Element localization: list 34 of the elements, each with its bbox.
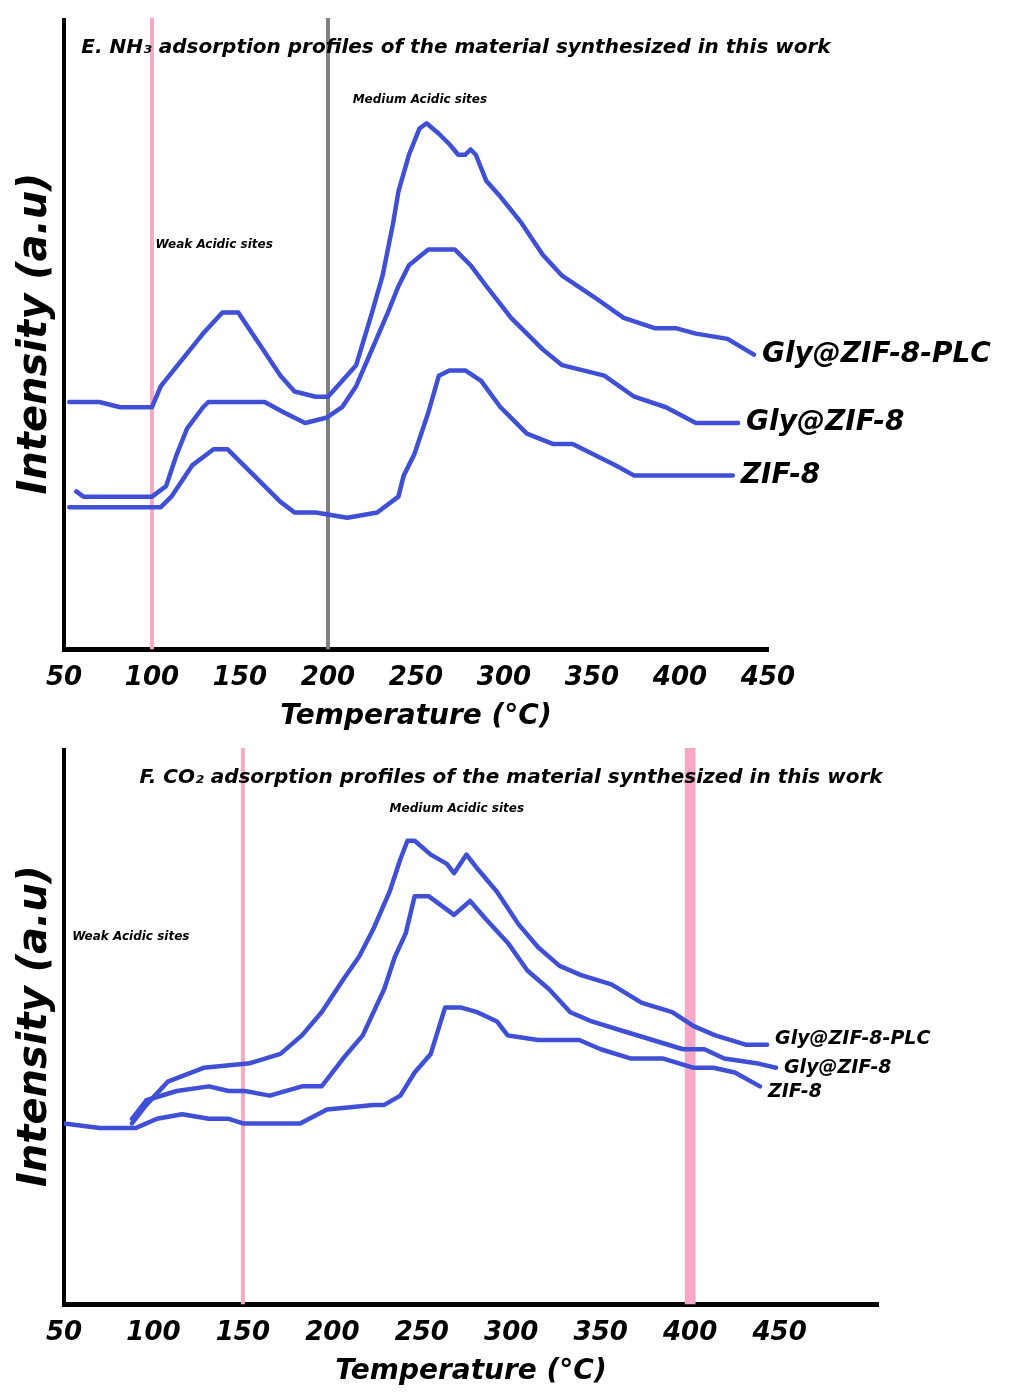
annotation: Weak Acidic sites: [72, 929, 190, 944]
x-tick-label: 50: [45, 1315, 83, 1346]
x-tick-label: 400: [662, 1315, 718, 1346]
y-axis-title: Intensity (a.u): [9, 865, 56, 1188]
x-tick-label: 300: [484, 1315, 539, 1346]
x-tick-label: 150: [215, 1315, 271, 1346]
series-label: Gly@ZIF-8: [784, 1054, 892, 1077]
series-label: Gly@ZIF-8: [746, 404, 905, 438]
x-tick-label: 200: [305, 1315, 360, 1346]
chart-title: E. NH₃ adsorption profiles of the material synthesized in this work: [81, 34, 833, 59]
text: Medium Acidic sites: [352, 92, 488, 107]
series-label: ZIF-8: [766, 1079, 822, 1102]
x-tick-label: 200: [300, 660, 356, 691]
series-label: ZIF-8: [739, 456, 821, 490]
x-tick-label: 100: [124, 660, 180, 691]
x-tick-label: 50: [45, 660, 83, 691]
x-tick-label: 250: [388, 660, 444, 691]
x-tick-label: 150: [212, 660, 268, 691]
chart-title: F. CO₂ adsorption profiles of the material synthesized in this work: [139, 764, 885, 789]
series-label: Gly@ZIF-8-PLC: [761, 335, 992, 369]
x-tick-label: 450: [739, 660, 796, 691]
y-axis-title: Intensity (a.u): [9, 172, 56, 495]
x-tick-label: 350: [564, 660, 620, 691]
x-axis-title: Temperature (°C): [280, 698, 552, 732]
text: Medium Acidic sites: [389, 801, 525, 816]
x-axis-title: Temperature (°C): [335, 1353, 607, 1387]
x-tick-label: 350: [573, 1315, 628, 1346]
x-tick-label: 400: [651, 660, 708, 691]
x-tick-label: 250: [394, 1315, 449, 1346]
annotation: Weak Acidic sites: [155, 237, 273, 252]
x-tick-label: 450: [751, 1315, 807, 1346]
x-tick-label: 300: [476, 660, 532, 691]
series-label: Gly@ZIF-8-PLC: [775, 1025, 931, 1048]
x-tick-label: 100: [126, 1315, 181, 1346]
